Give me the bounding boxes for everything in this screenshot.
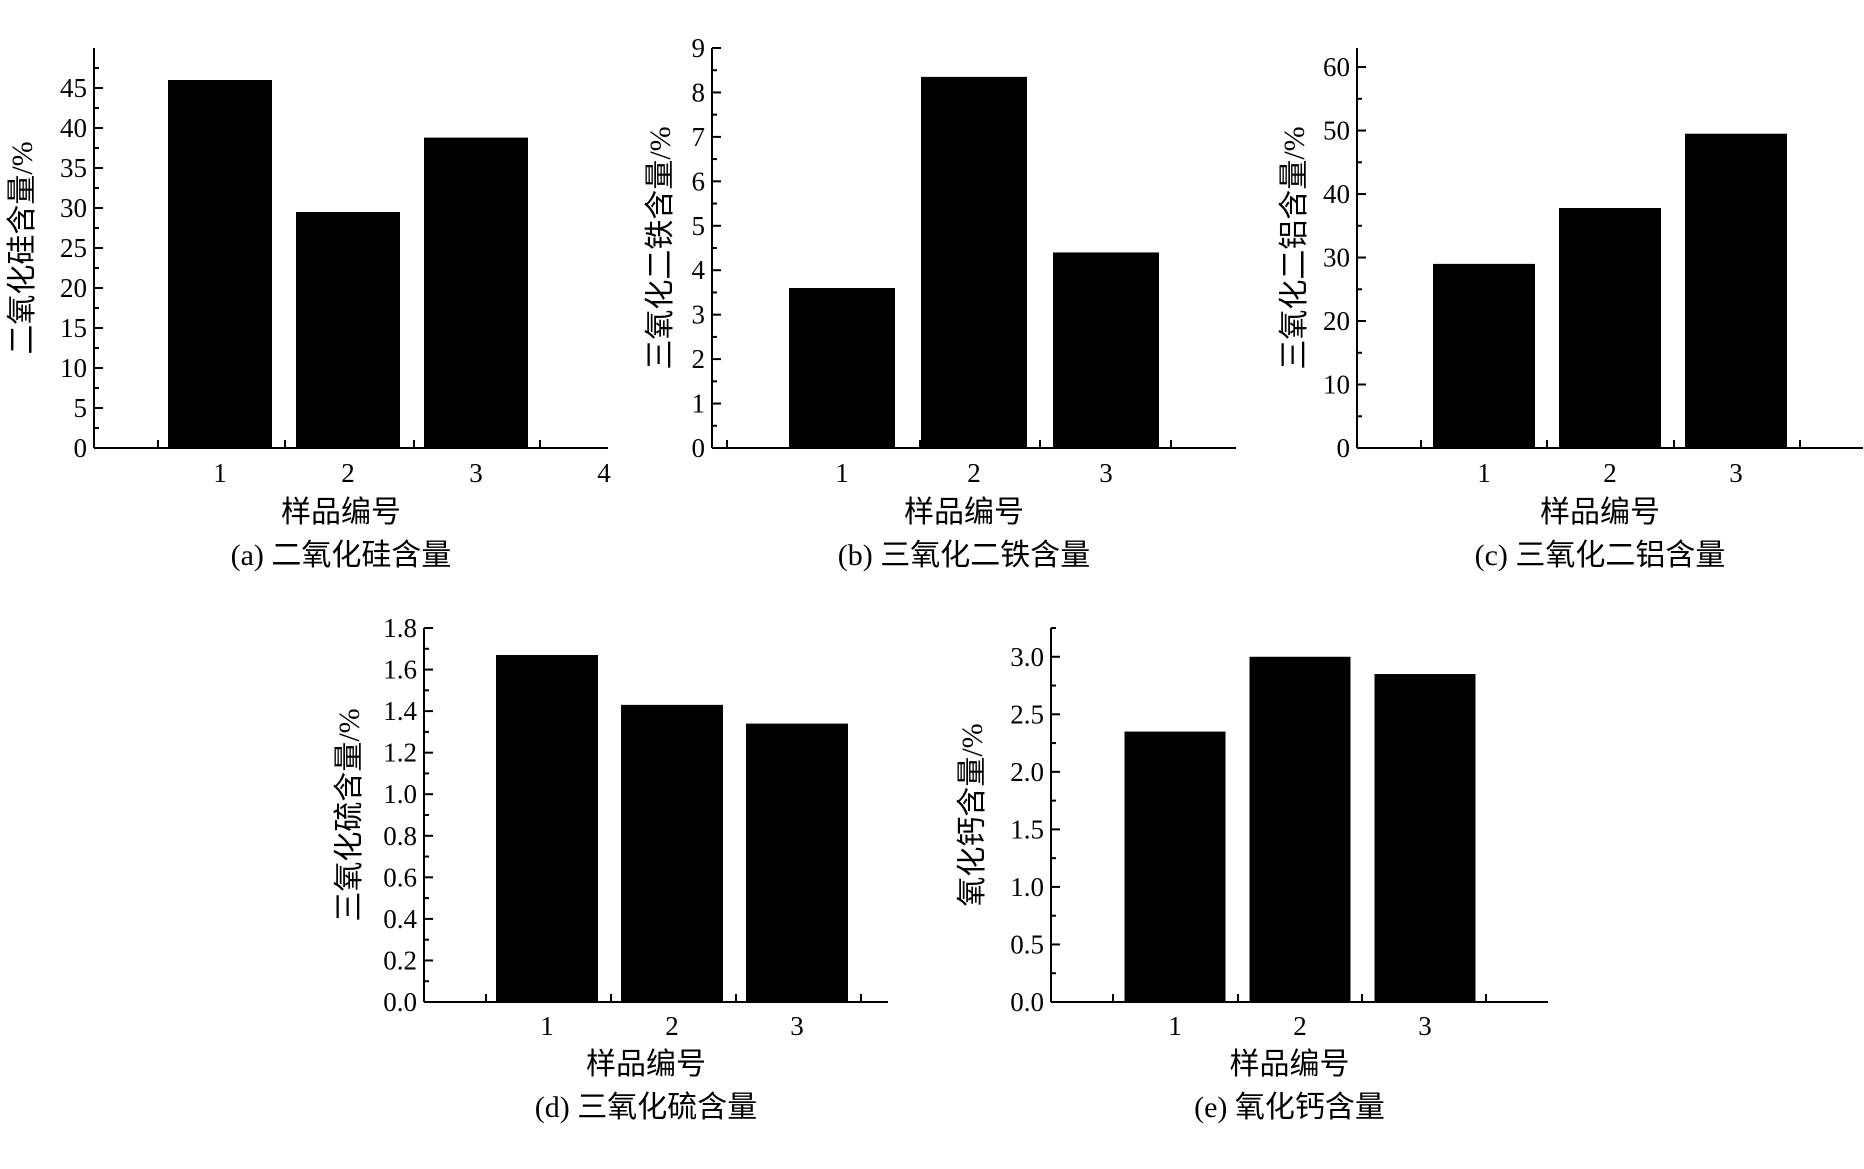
y-tick-label: 30: [1323, 243, 1350, 273]
y-tick-label: 1.0: [1010, 872, 1044, 902]
chart-panel-1: 0 5 10 15 20 25 30 35 40 45 1 2 3 4 样品编号 二氧化硅含量/% (a) 二氧…: [6, 48, 611, 572]
x-tick-label: 1: [835, 458, 849, 488]
x-tick-label: 1: [540, 1011, 554, 1041]
y-tick-label: 40: [1323, 179, 1350, 209]
x-tick-label: 3: [790, 1011, 804, 1041]
y-tick-label: 0.0: [383, 987, 417, 1017]
bar-2: [1559, 208, 1661, 448]
x-tick-label: 1: [1477, 458, 1491, 488]
bar-1: [789, 288, 895, 448]
y-tick-label: 5: [74, 393, 88, 423]
y-tick-label: 0.0: [1010, 987, 1044, 1017]
bar-1: [1433, 263, 1535, 448]
y-tick-label: 60: [1323, 52, 1350, 82]
y-tick-label: 0: [74, 433, 88, 463]
chart-panel-2: 0 1 2 3 4 5 6 7 8 9 1 2 3 样品编号 三氧化二铁含量/% (b) 三氧化二铁含量: [644, 33, 1236, 572]
y-tick-label: 6: [692, 166, 706, 196]
y-tick-label: 1.5: [1010, 814, 1044, 844]
y-tick-label: 0.2: [383, 945, 417, 975]
x-tick-label: 3: [1099, 458, 1113, 488]
y-tick-label: 0.6: [383, 862, 417, 892]
x-tick-label: 2: [341, 458, 355, 488]
bar-1: [1124, 731, 1226, 1002]
x-tick-label: 4: [597, 458, 611, 488]
y-tick-label: 15: [60, 313, 87, 343]
y-tick-label: 5: [692, 211, 706, 241]
x-tick-label: 3: [469, 458, 483, 488]
y-tick-label: 50: [1323, 116, 1350, 146]
x-tick-label: 2: [1603, 458, 1617, 488]
y-axis-label: 氧化钙含量/%: [956, 723, 989, 906]
y-tick-label: 45: [60, 73, 87, 103]
y-tick-label: 3.0: [1010, 642, 1044, 672]
x-axis-label: 样品编号: [1230, 1048, 1350, 1081]
y-tick-label: 10: [60, 353, 87, 383]
x-axis-label: 样品编号: [586, 1048, 706, 1081]
y-tick-label: 1.4: [383, 696, 417, 726]
y-tick-label: 20: [1323, 306, 1350, 336]
y-tick-label: 1.0: [383, 779, 417, 809]
y-axis-label: 三氧化二铁含量/%: [644, 126, 677, 369]
y-tick-label: 25: [60, 233, 87, 263]
x-axis-label: 样品编号: [281, 496, 401, 529]
chart-panel-3: 0 10 20 30 40 50 60 1 2 3 样品编号 三氧化二铝含量/% (c) 三氧化二铝含量: [1278, 48, 1863, 572]
bar-2: [921, 76, 1027, 448]
bar-3: [1053, 252, 1159, 448]
y-tick-label: 3: [692, 300, 706, 330]
bar-2: [1249, 656, 1351, 1002]
x-tick-label: 3: [1418, 1011, 1432, 1041]
y-tick-label: 2: [692, 344, 706, 374]
bar-3: [746, 723, 848, 1002]
chart-panel-5: 0.0 0.5 1.0 1.5 2.0 2.5 3.0 1 2 3 样品编号 氧化钙含量/% (e) 氧…: [956, 627, 1548, 1124]
y-tick-label: 0.8: [383, 821, 417, 851]
y-tick-label: 30: [60, 193, 87, 223]
y-tick-label: 7: [692, 122, 706, 152]
x-tick-label: 1: [1168, 1011, 1182, 1041]
bar-2: [621, 704, 723, 1002]
y-tick-label: 10: [1323, 370, 1350, 400]
bar-3: [424, 137, 528, 448]
panel-caption: (d) 三氧化硫含量: [535, 1091, 757, 1124]
y-axis-label: 三氧化二铝含量/%: [1278, 126, 1311, 369]
bar-2: [296, 212, 400, 448]
bar-1: [168, 80, 272, 448]
bar-3: [1374, 674, 1476, 1002]
y-tick-label: 0.5: [1010, 929, 1044, 959]
y-tick-label: 1.2: [383, 738, 417, 768]
y-tick-label: 20: [60, 273, 87, 303]
y-tick-label: 9: [692, 33, 706, 63]
panel-caption: (c) 三氧化二铝含量: [1475, 539, 1726, 572]
x-tick-label: 3: [1729, 458, 1743, 488]
y-axis-label: 三氧化硫含量/%: [333, 708, 366, 921]
y-tick-label: 1.6: [383, 655, 417, 685]
y-tick-label: 0: [692, 433, 706, 463]
x-axis-label: 样品编号: [1540, 496, 1660, 529]
panel-caption: (b) 三氧化二铁含量: [838, 539, 1090, 572]
x-tick-label: 2: [967, 458, 981, 488]
y-tick-label: 2.5: [1010, 699, 1044, 729]
y-tick-label: 4: [692, 255, 706, 285]
panel-caption: (a) 二氧化硅含量: [231, 539, 452, 572]
y-tick-label: 8: [692, 77, 706, 107]
y-axis-label: 二氧化硅含量/%: [6, 141, 39, 354]
y-tick-label: 0: [1337, 433, 1351, 463]
bar-3: [1685, 133, 1787, 448]
bar-1: [496, 655, 598, 1002]
x-axis-label: 样品编号: [904, 496, 1024, 529]
y-tick-label: 1.8: [383, 613, 417, 643]
y-tick-label: 2.0: [1010, 757, 1044, 787]
x-tick-label: 1: [213, 458, 227, 488]
y-tick-label: 1: [692, 389, 706, 419]
y-tick-label: 35: [60, 153, 87, 183]
panel-caption: (e) 氧化钙含量: [1194, 1091, 1385, 1124]
x-tick-label: 2: [665, 1011, 679, 1041]
x-tick-label: 2: [1293, 1011, 1307, 1041]
chart-panel-4: 0.0 0.2 0.4 0.6 0.8 1.0 1.2 1.4 1.6 1.8 1 2 3 样品编号 三氧化…: [333, 613, 888, 1124]
y-tick-label: 40: [60, 113, 87, 143]
y-tick-label: 0.4: [383, 904, 417, 934]
